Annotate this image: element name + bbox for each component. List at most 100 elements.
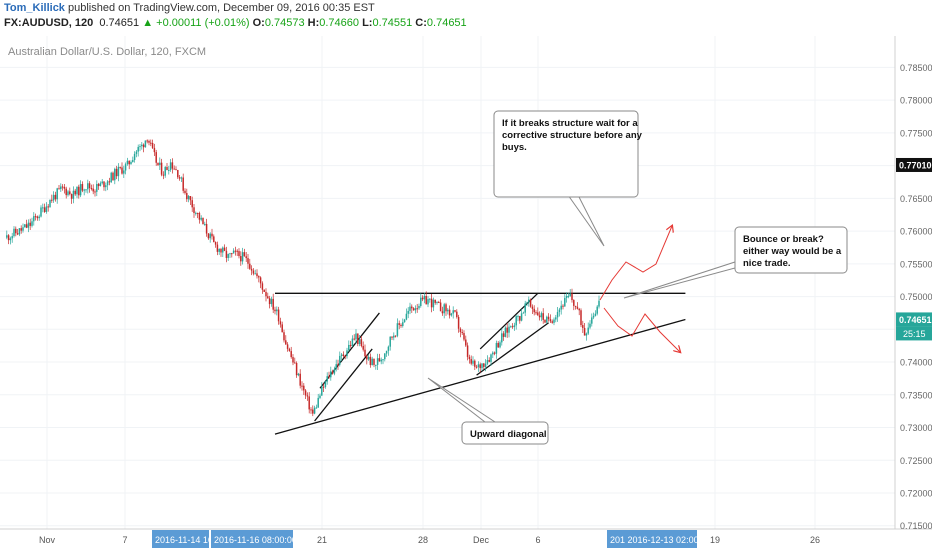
scenario-arrows	[599, 226, 680, 352]
candle-body	[218, 248, 220, 252]
candle-body	[47, 206, 49, 208]
trendline-channel-1-lower[interactable]	[314, 348, 373, 422]
candle-body	[225, 250, 228, 258]
candle-body	[144, 140, 147, 148]
candle-body	[439, 302, 442, 312]
price-chart[interactable]: If it breaks structure wait for a correct…	[0, 36, 932, 550]
candle-body	[364, 349, 366, 357]
candle-body	[157, 162, 159, 165]
price-tick-label: 0.74000	[900, 358, 932, 368]
candle-body	[240, 256, 242, 262]
candle-body	[114, 168, 116, 181]
candle-body	[335, 364, 337, 370]
candle-body	[159, 162, 161, 165]
callout-box	[461, 421, 549, 445]
candle-body	[214, 242, 217, 245]
candle-body	[99, 183, 102, 187]
candle-body	[495, 342, 498, 354]
candle-body	[457, 316, 460, 329]
candle-body	[263, 289, 265, 292]
callout-text: Upward diagonal	[470, 429, 547, 440]
candle-body	[445, 304, 447, 312]
candle-body	[501, 333, 503, 343]
candle-body	[61, 186, 64, 188]
candle-body	[344, 356, 346, 358]
candle-body	[488, 360, 490, 362]
candle-body	[448, 309, 451, 316]
candle-body	[403, 319, 406, 323]
candle-body	[227, 254, 229, 258]
candle-body	[115, 168, 118, 177]
candle-body	[130, 161, 132, 165]
candle-body	[592, 315, 595, 318]
candle-body	[510, 326, 512, 328]
candle-body	[36, 216, 39, 219]
trendline-channel-1-upper[interactable]	[319, 312, 380, 389]
candle-body	[33, 216, 35, 222]
candle-body	[578, 308, 580, 311]
candle-body	[362, 346, 364, 350]
candle-body	[367, 356, 370, 360]
price-axis[interactable]: 0.785000.780000.775000.770000.765000.760…	[900, 63, 932, 531]
candle-body	[58, 188, 60, 190]
candle-body	[348, 344, 350, 351]
time-highlight: 2016-11-14 16:0	[152, 530, 220, 548]
candle-body	[396, 323, 399, 336]
candle-body	[412, 308, 415, 311]
callout[interactable]: If it breaks structure wait for a correct…	[493, 110, 643, 247]
trendline-channel-2-upper[interactable]	[479, 292, 539, 350]
time-tick-label: Dec	[473, 535, 490, 545]
candle-body	[522, 312, 525, 314]
high-label: H:	[307, 17, 320, 29]
candle-body	[96, 184, 98, 192]
candle-body	[483, 363, 485, 367]
candle-body	[535, 312, 537, 314]
candle-body	[173, 168, 175, 170]
time-highlight-bg	[152, 530, 209, 548]
candle-body	[13, 228, 15, 237]
author-link[interactable]: Tom_Killick	[4, 2, 65, 14]
candle-body	[29, 222, 31, 226]
trendline-channel-2-lower[interactable]	[476, 322, 549, 376]
candle-body	[247, 258, 249, 264]
candle-body	[150, 142, 152, 144]
candle-body	[236, 250, 238, 252]
current-price-tag: 0.74651	[896, 312, 932, 327]
candle-body	[497, 342, 499, 348]
candle-body	[245, 256, 247, 259]
time-tick-label: 7	[122, 535, 127, 545]
callouts[interactable]: If it breaks structure wait for a correct…	[427, 110, 848, 445]
symbol-label: FX:AUDUSD, 120	[4, 17, 94, 29]
candle-body	[265, 291, 267, 297]
top-price-tag: 0.77010	[896, 157, 932, 172]
candle-body	[22, 227, 24, 231]
candle-body	[106, 181, 109, 186]
candle-body	[124, 164, 127, 171]
candle-body	[45, 206, 48, 212]
candle-body	[69, 191, 71, 195]
candle-body	[589, 323, 591, 328]
candle-body	[438, 302, 440, 304]
trendline-diagonal-support[interactable]	[274, 318, 686, 435]
time-highlight: 201 2016-12-13 02:00:00	[607, 530, 711, 548]
time-tick-label: Nov	[39, 535, 56, 545]
candle-body	[420, 297, 422, 306]
candle-body	[436, 302, 438, 304]
countdown-tag: 25:15	[896, 326, 932, 341]
candle-body	[477, 364, 480, 368]
candle-body	[493, 352, 496, 354]
candle-body	[92, 188, 94, 192]
candles	[6, 139, 600, 417]
trendlines[interactable]	[274, 292, 686, 435]
candle-body	[191, 200, 193, 208]
callout[interactable]: Bounce or break? either way would be a nic…	[623, 226, 848, 299]
callout-text: Bounce or break? either way would be a nic…	[743, 234, 842, 269]
candle-body	[519, 316, 521, 321]
candle-body	[229, 253, 231, 255]
candle-body	[303, 385, 305, 391]
candle-body	[234, 250, 237, 252]
candle-body	[74, 190, 76, 195]
close-value: 0.74651	[426, 17, 467, 29]
callout[interactable]: Upward diagonal	[427, 377, 549, 445]
